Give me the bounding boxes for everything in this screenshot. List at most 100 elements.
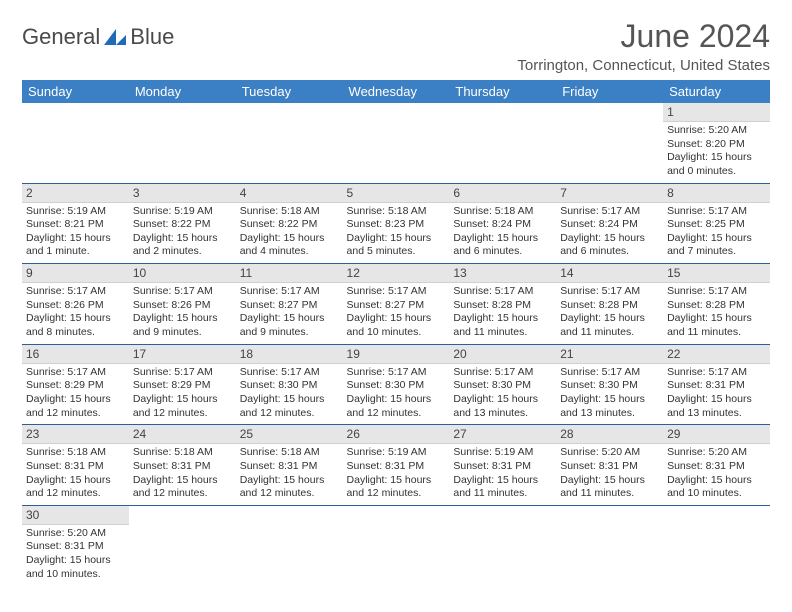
day-line: Sunset: 8:21 PM [26,218,125,232]
day-line: Sunrise: 5:17 AM [560,285,659,299]
calendar-cell [22,103,129,183]
calendar-cell: 27 Sunrise: 5:19 AMSunset: 8:31 PMDayligh… [449,425,556,506]
day-line: and 13 minutes. [667,407,766,421]
calendar-cell: 20Sunrise: 5:17 AMSunset: 8:30 PMDayligh… [449,344,556,425]
day-line: and 13 minutes. [453,407,552,421]
day-line: Sunrise: 5:18 AM [26,446,125,460]
day-line: Daylight: 15 hours [26,312,125,326]
day-number: 4 [236,184,343,203]
calendar-cell [129,505,236,585]
day-line: Sunset: 8:31 PM [26,540,125,554]
day-details: Sunrise: 5:18 AMSunset: 8:31 PMDaylight:… [22,444,129,505]
day-line: Sunrise: 5:20 AM [667,124,766,138]
day-details: Sunrise: 5:17 AMSunset: 8:30 PMDaylight:… [556,364,663,425]
day-number: 27 [449,425,556,444]
day-line: Sunset: 8:30 PM [560,379,659,393]
day-line: Daylight: 15 hours [347,474,446,488]
day-line: and 11 minutes. [560,326,659,340]
day-line: Daylight: 15 hours [26,393,125,407]
day-details: Sunrise: 5:17 AMSunset: 8:25 PMDaylight:… [663,203,770,264]
day-line: Sunset: 8:28 PM [560,299,659,313]
brand-name-1: General [22,24,100,50]
day-line: Sunrise: 5:19 AM [26,205,125,219]
day-line: Daylight: 15 hours [560,393,659,407]
day-line: and 9 minutes. [240,326,339,340]
calendar-cell [343,103,450,183]
calendar-cell: 2Sunrise: 5:19 AMSunset: 8:21 PMDaylight… [22,183,129,264]
day-line: and 12 minutes. [240,487,339,501]
day-line: and 10 minutes. [667,487,766,501]
day-line: and 7 minutes. [667,245,766,259]
day-number: 2 [22,184,129,203]
day-details: Sunrise: 5:18 AMSunset: 8:31 PMDaylight:… [129,444,236,505]
day-line: Sunset: 8:28 PM [667,299,766,313]
day-details: Sunrise: 5:17 AMSunset: 8:30 PMDaylight:… [343,364,450,425]
day-line: Sunset: 8:31 PM [453,460,552,474]
calendar-cell: 10Sunrise: 5:17 AMSunset: 8:26 PMDayligh… [129,264,236,345]
day-line: Sunset: 8:31 PM [26,460,125,474]
day-details: Sunrise: 5:19 AMSunset: 8:31 PMDaylight:… [343,444,450,505]
day-line: Daylight: 15 hours [560,474,659,488]
day-line: Sunset: 8:23 PM [347,218,446,232]
weekday-header: Monday [129,80,236,103]
day-number: 19 [343,345,450,364]
day-line: Daylight: 15 hours [667,474,766,488]
calendar-cell: 23Sunrise: 5:18 AMSunset: 8:31 PMDayligh… [22,425,129,506]
calendar-head: SundayMondayTuesdayWednesdayThursdayFrid… [22,80,770,103]
day-number: 20 [449,345,556,364]
day-number: 28 [556,425,663,444]
calendar-cell: 7Sunrise: 5:17 AMSunset: 8:24 PMDaylight… [556,183,663,264]
day-number: 8 [663,184,770,203]
calendar-week: 1Sunrise: 5:20 AMSunset: 8:20 PMDaylight… [22,103,770,183]
day-line: Sunset: 8:27 PM [240,299,339,313]
day-details: Sunrise: 5:19 AMSunset: 8:21 PMDaylight:… [22,203,129,264]
day-line: Daylight: 15 hours [133,312,232,326]
calendar-cell: 9Sunrise: 5:17 AMSunset: 8:26 PMDaylight… [22,264,129,345]
day-line: Sunset: 8:27 PM [347,299,446,313]
day-line: Sunset: 8:31 PM [347,460,446,474]
day-line: and 10 minutes. [26,568,125,582]
day-line: Sunrise: 5:17 AM [667,366,766,380]
day-line: Sunrise: 5:19 AM [347,446,446,460]
day-details: Sunrise: 5:17 AMSunset: 8:29 PMDaylight:… [22,364,129,425]
day-details: Sunrise: 5:17 AMSunset: 8:30 PMDaylight:… [449,364,556,425]
day-line: Daylight: 15 hours [453,474,552,488]
day-details: Sunrise: 5:17 AMSunset: 8:24 PMDaylight:… [556,203,663,264]
day-details: Sunrise: 5:17 AMSunset: 8:27 PMDaylight:… [236,283,343,344]
day-line: Daylight: 15 hours [240,474,339,488]
day-line: Sunset: 8:28 PM [453,299,552,313]
day-line: and 11 minutes. [667,326,766,340]
day-line: and 13 minutes. [560,407,659,421]
day-line: Sunrise: 5:19 AM [453,446,552,460]
calendar-cell: 21Sunrise: 5:17 AMSunset: 8:30 PMDayligh… [556,344,663,425]
day-number: 23 [22,425,129,444]
day-line: Daylight: 15 hours [453,312,552,326]
day-line: Sunrise: 5:20 AM [667,446,766,460]
calendar-table: SundayMondayTuesdayWednesdayThursdayFrid… [22,80,770,585]
day-line: Daylight: 15 hours [133,393,232,407]
day-line: Sunrise: 5:20 AM [26,527,125,541]
day-line: Sunrise: 5:18 AM [453,205,552,219]
day-line: and 10 minutes. [347,326,446,340]
day-number: 25 [236,425,343,444]
day-line: Daylight: 15 hours [240,312,339,326]
weekday-header: Thursday [449,80,556,103]
calendar-cell [343,505,450,585]
day-line: Daylight: 15 hours [667,393,766,407]
day-line: and 4 minutes. [240,245,339,259]
day-line: Sunset: 8:31 PM [667,460,766,474]
day-number: 7 [556,184,663,203]
sail-icon [102,27,128,47]
weekday-header: Sunday [22,80,129,103]
day-line: Sunrise: 5:17 AM [133,366,232,380]
day-number: 3 [129,184,236,203]
calendar-cell: 12Sunrise: 5:17 AMSunset: 8:27 PMDayligh… [343,264,450,345]
day-line: Sunrise: 5:17 AM [560,205,659,219]
calendar-week: 2Sunrise: 5:19 AMSunset: 8:21 PMDaylight… [22,183,770,264]
day-line: Sunset: 8:29 PM [133,379,232,393]
day-line: Daylight: 15 hours [560,232,659,246]
calendar-cell: 28Sunrise: 5:20 AMSunset: 8:31 PMDayligh… [556,425,663,506]
day-line: and 2 minutes. [133,245,232,259]
calendar-cell: 19Sunrise: 5:17 AMSunset: 8:30 PMDayligh… [343,344,450,425]
day-line: and 5 minutes. [347,245,446,259]
